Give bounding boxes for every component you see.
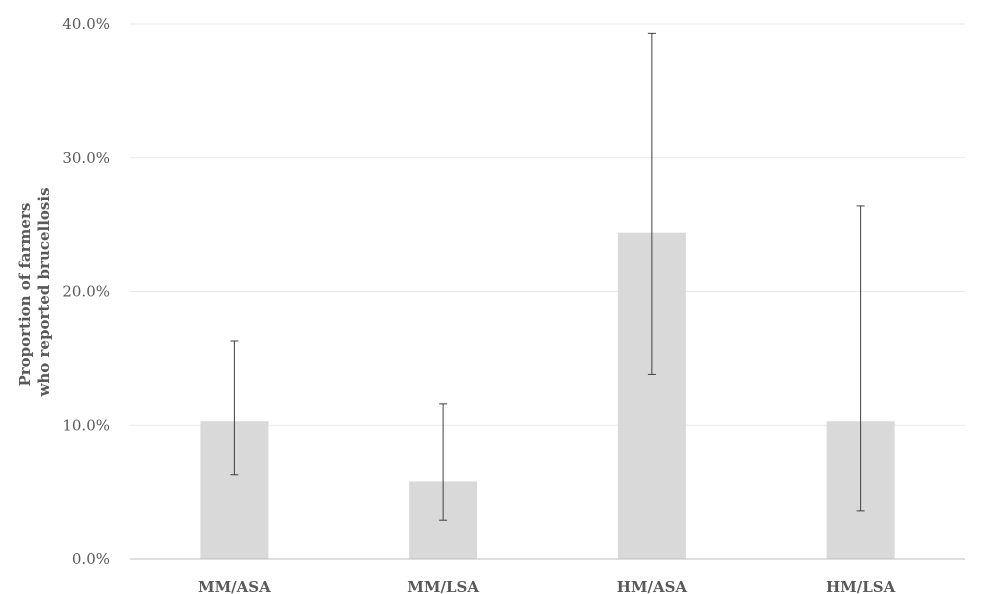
y-tick-label: 30.0%: [62, 149, 110, 167]
bars: [200, 232, 895, 559]
x-category-label: MM/LSA: [407, 578, 479, 594]
gridlines: [130, 23, 965, 426]
error-bars: [230, 32, 865, 521]
y-axis-title-line-2: who reported brucellosis: [35, 187, 53, 397]
x-category-label: HM/LSA: [826, 578, 896, 594]
x-category-label: MM/ASA: [198, 578, 271, 594]
y-tick-label: 0.0%: [72, 550, 110, 568]
x-category-label: HM/ASA: [617, 578, 688, 594]
labels: 0.0% 10.0% 20.0% 30.0% 40.0% MM/ASA MM/LSA HM/A…: [62, 15, 895, 594]
y-tick-label: 40.0%: [62, 15, 110, 33]
y-axis-title-line-1: Proportion of farmers: [16, 203, 34, 387]
y-tick-label: 20.0%: [62, 283, 110, 301]
y-axis-title: Proportion of farmers who reported bruce…: [16, 187, 53, 397]
y-tick-label: 10.0%: [62, 416, 110, 434]
